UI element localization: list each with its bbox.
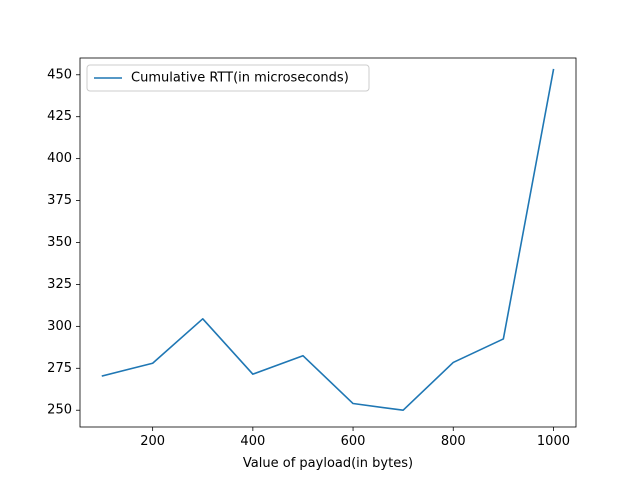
y-tick-label: 400 [47,151,72,166]
y-tick-label: 275 [47,361,72,376]
x-tick-label: 1000 [537,434,570,449]
y-tick-label: 450 [47,67,72,82]
y-tick-label: 250 [47,403,72,418]
x-tick-label: 600 [341,434,366,449]
x-tick-label: 200 [140,434,165,449]
x-tick-label: 400 [240,434,265,449]
y-tick-label: 425 [47,109,72,124]
legend: Cumulative RTT(in microseconds) [87,65,369,91]
y-tick-label: 300 [47,319,72,334]
x-tick-label: 800 [441,434,466,449]
y-tick-label: 350 [47,235,72,250]
y-tick-label: 375 [47,193,72,208]
x-axis-label: Value of payload(in bytes) [243,456,413,471]
legend-entry-label: Cumulative RTT(in microseconds) [131,71,349,86]
y-tick-label: 325 [47,277,72,292]
